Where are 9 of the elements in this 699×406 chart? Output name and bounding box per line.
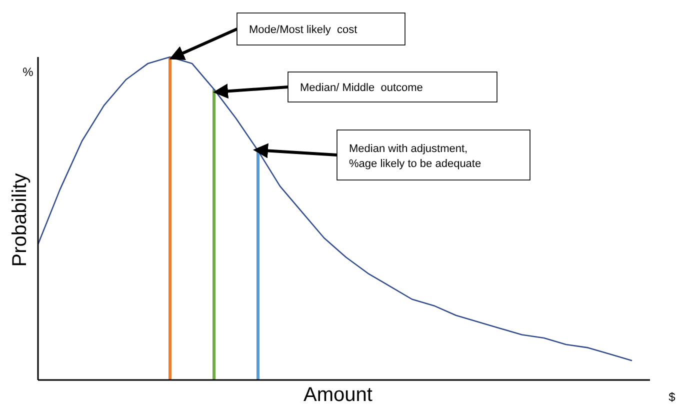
x-axis-title: Amount	[304, 384, 373, 406]
annotation: Median with adjustment, %age likely to be adequate	[349, 143, 482, 170]
y-axis-title: Probability	[9, 173, 31, 267]
annotation: Median/ Middle outcome	[300, 82, 423, 94]
callout-box: Median with adjustment, %age likely to be adequate	[336, 130, 530, 180]
callout-box: Mode/Most likely cost	[236, 12, 406, 46]
text: %	[22, 65, 34, 79]
callout-box: Median/ Middle outcome	[288, 72, 498, 102]
text: $	[668, 390, 676, 404]
